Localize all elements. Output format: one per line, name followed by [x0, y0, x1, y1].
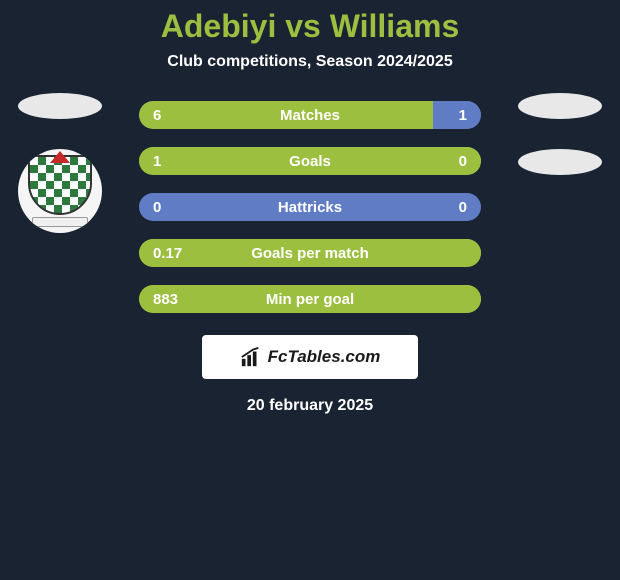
stat-left-value: 6	[153, 107, 161, 124]
stat-right-fill	[433, 101, 481, 129]
stat-label: Matches	[280, 107, 340, 124]
stat-label: Hattricks	[278, 199, 342, 216]
stat-label: Goals per match	[251, 245, 369, 262]
header: Adebiyi vs Williams Club competitions, S…	[0, 0, 620, 71]
stat-label: Min per goal	[266, 291, 354, 308]
left-player-badges	[18, 93, 102, 233]
watermark[interactable]: FcTables.com	[202, 335, 418, 379]
stats-list: 6 Matches 1 1 Goals 0 0 Hattricks 0 0.17 Goals per…	[139, 101, 481, 313]
stat-label: Goals	[289, 153, 331, 170]
page-title: Adebiyi vs Williams	[0, 8, 620, 45]
stat-row: 6 Matches 1	[139, 101, 481, 129]
club-crest	[18, 149, 102, 233]
club-badge-placeholder	[518, 149, 602, 175]
right-player-badges	[518, 93, 602, 175]
page-subtitle: Club competitions, Season 2024/2025	[0, 53, 620, 71]
comparison-content: 6 Matches 1 1 Goals 0 0 Hattricks 0 0.17 Goals per…	[0, 101, 620, 415]
stat-left-value: 0	[153, 199, 161, 216]
stat-row: 0 Hattricks 0	[139, 193, 481, 221]
stat-row: 0.17 Goals per match	[139, 239, 481, 267]
watermark-text: FcTables.com	[268, 347, 381, 367]
stat-left-value: 883	[153, 291, 178, 308]
stat-row: 1 Goals 0	[139, 147, 481, 175]
chart-icon	[240, 346, 262, 368]
stat-left-value: 0.17	[153, 245, 182, 262]
snapshot-date: 20 february 2025	[0, 397, 620, 415]
stat-right-value: 0	[459, 153, 467, 170]
stat-right-value: 1	[459, 107, 467, 124]
stat-left-value: 1	[153, 153, 161, 170]
stat-right-value: 0	[459, 199, 467, 216]
stat-row: 883 Min per goal	[139, 285, 481, 313]
player-badge-placeholder	[18, 93, 102, 119]
player-badge-placeholder	[518, 93, 602, 119]
